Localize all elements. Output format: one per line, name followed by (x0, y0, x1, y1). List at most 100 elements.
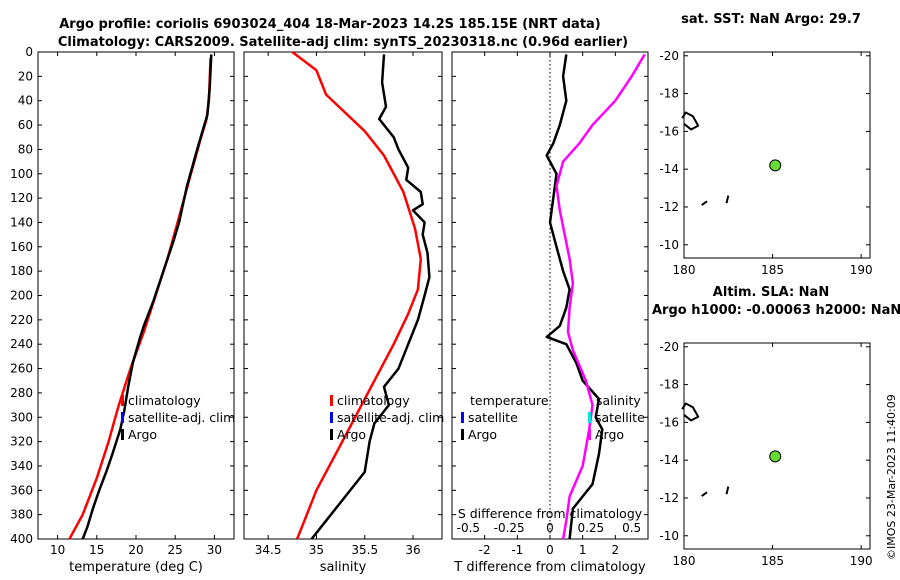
salinity-legend-climatology-swatch (330, 395, 333, 406)
difference-xlabel: T difference from climatology (453, 560, 646, 575)
sla-map-xtick-label: 185 (761, 554, 784, 568)
sla-map-ytick-label: -14 (659, 453, 679, 467)
difference-line-s-argo (555, 53, 646, 540)
difference-legend-t-argo-swatch (461, 429, 464, 440)
sla-map-ytick-label: -10 (659, 529, 679, 543)
sst-map-coastline (725, 195, 730, 204)
temperature-legend-satellite-label: satellite-adj. clim (128, 410, 235, 425)
sst-map-ytick-label: -18 (659, 87, 679, 101)
sst-map-panel: -10 -12 -14 -16 -18 -20 180 185 190 sat. SST: NaN… (659, 12, 872, 277)
sst-map-ytick-label: -16 (659, 124, 679, 138)
salinity-xlabel: salinity (320, 560, 367, 575)
sst-map-xtick-label: 190 (850, 263, 873, 277)
sla-map-subtitle: Argo h1000: -0.00063 h2000: NaN (652, 303, 900, 318)
salinity-legend-argo-label: Argo (337, 427, 366, 442)
difference-legend-t-satellite-label: satellite (468, 410, 518, 425)
salinity-legend-climatology-label: climatology (337, 393, 410, 408)
temperature-ytick-label: 380 (10, 508, 33, 522)
sla-map-ytick-label: -12 (659, 491, 679, 505)
sla-map-ytick-label: -18 (659, 378, 679, 392)
sla-map-xtick-label: 190 (850, 554, 873, 568)
temperature-legend-climatology-swatch (121, 395, 124, 406)
temperature-ytick-label: 220 (10, 313, 33, 327)
figure-title-line1: Argo profile: coriolis 6903024_404 18-Ma… (59, 17, 601, 32)
temperature-ytick-label: 100 (10, 167, 33, 181)
temperature-line-argo (81, 54, 213, 540)
sla-map-argo-position-marker (769, 450, 782, 463)
temperature-ytick-label: 400 (10, 532, 33, 546)
difference-s-axis-label: S difference from climatology (458, 506, 643, 521)
salinity-xtick-label: 36 (405, 543, 420, 557)
difference-legend-t-satellite-swatch (461, 412, 464, 423)
salinity-frame (243, 51, 443, 540)
salinity-xtick-label: 35.5 (351, 543, 378, 557)
sst-map-frame (683, 51, 871, 259)
temperature-ytick-label: 120 (10, 191, 33, 205)
temperature-ytick-label: 300 (10, 410, 33, 424)
difference-s-tick-label: 0 (546, 521, 554, 535)
sla-map-frame (683, 342, 871, 550)
temperature-legend-satellite-swatch (121, 412, 124, 423)
difference-s-tick-label: 0.25 (577, 521, 604, 535)
temperature-ytick-label: 200 (10, 289, 33, 303)
temperature-ytick-label: 160 (10, 240, 33, 254)
sst-map-coastline (701, 200, 708, 206)
difference-legend-s-satellite-label: satellite (595, 410, 645, 425)
sst-map-argo-position-marker (769, 159, 782, 172)
temperature-xtick-label: 30 (207, 543, 222, 557)
sst-map-ytick-label: -10 (659, 238, 679, 252)
difference-legend-s-argo-swatch (588, 429, 591, 440)
temperature-ytick-label: 60 (18, 118, 33, 132)
difference-xtick-label: 1 (579, 543, 587, 557)
salinity-legend-satellite-swatch (330, 412, 333, 423)
difference-xtick-label: -1 (511, 543, 523, 557)
sst-map-ytick-label: -12 (659, 200, 679, 214)
difference-s-tick-label: 0.5 (622, 521, 641, 535)
difference-line-t-argo (545, 54, 604, 540)
sla-map-coastline (725, 486, 730, 495)
sla-map-title: Altim. SLA: NaN (713, 285, 829, 300)
sst-map-xtick-label: 180 (673, 263, 696, 277)
difference-xtick-label: -2 (479, 543, 491, 557)
temperature-ytick-label: 140 (10, 215, 33, 229)
temperature-ytick-label: 340 (10, 459, 33, 473)
difference-xtick-label: 0 (546, 543, 554, 557)
sla-map-ytick-label: -16 (659, 415, 679, 429)
sst-map-xtick-label: 185 (761, 263, 784, 277)
temperature-line-climatology (68, 58, 212, 540)
temperature-ytick-label: 260 (10, 362, 33, 376)
difference-xtick-label: 2 (612, 543, 620, 557)
temperature-panel: 0 20 40 60 80 100 120 140 160 180 200 220 240 260 280 3… (10, 45, 235, 575)
sla-map-ytick-label: -20 (659, 340, 679, 354)
temperature-ytick-label: 180 (10, 264, 33, 278)
temperature-ytick-label: 80 (18, 142, 33, 156)
sst-map-ytick-label: -20 (659, 49, 679, 63)
temperature-ytick-label: 320 (10, 435, 33, 449)
difference-legend-temperature-title: temperature (470, 393, 549, 408)
temperature-ytick-label: 40 (18, 94, 33, 108)
difference-s-tick-label: -0.5 (457, 521, 480, 535)
temperature-xtick-label: 25 (168, 543, 183, 557)
salinity-panel: 34.5 35 35.5 36 salinity climatology satellite… (243, 51, 444, 575)
salinity-line-climatology (291, 51, 423, 540)
temperature-legend-climatology-label: climatology (128, 393, 201, 408)
figure-title-line2: Climatology: CARS2009. Satellite-adj cli… (58, 35, 628, 50)
difference-s-tick-label: -0.25 (494, 521, 525, 535)
temperature-xtick-label: 15 (89, 543, 104, 557)
salinity-line-argo (310, 54, 431, 540)
difference-legend-s-satellite-swatch (588, 412, 591, 423)
temperature-legend-argo-label: Argo (128, 427, 157, 442)
salinity-xtick-label: 34.5 (255, 543, 282, 557)
difference-legend-salinity-title: salinity (596, 393, 641, 408)
copyright-timestamp: ©IMOS 23-Mar-2023 11:40:09 (885, 394, 898, 560)
temperature-legend-argo-swatch (121, 429, 124, 440)
difference-panel: -2 -1 0 1 2 -0.5 -0.25 0 0.25 0.5S difference fro… (451, 51, 649, 575)
salinity-legend-argo-swatch (330, 429, 333, 440)
temperature-ytick-label: 280 (10, 386, 33, 400)
temperature-xlabel: temperature (deg C) (69, 560, 203, 575)
temperature-ytick-label: 360 (10, 483, 33, 497)
salinity-legend-satellite-label: satellite-adj. clim (337, 410, 444, 425)
temperature-xtick-label: 10 (50, 543, 65, 557)
temperature-ytick-label: 20 (18, 69, 33, 83)
